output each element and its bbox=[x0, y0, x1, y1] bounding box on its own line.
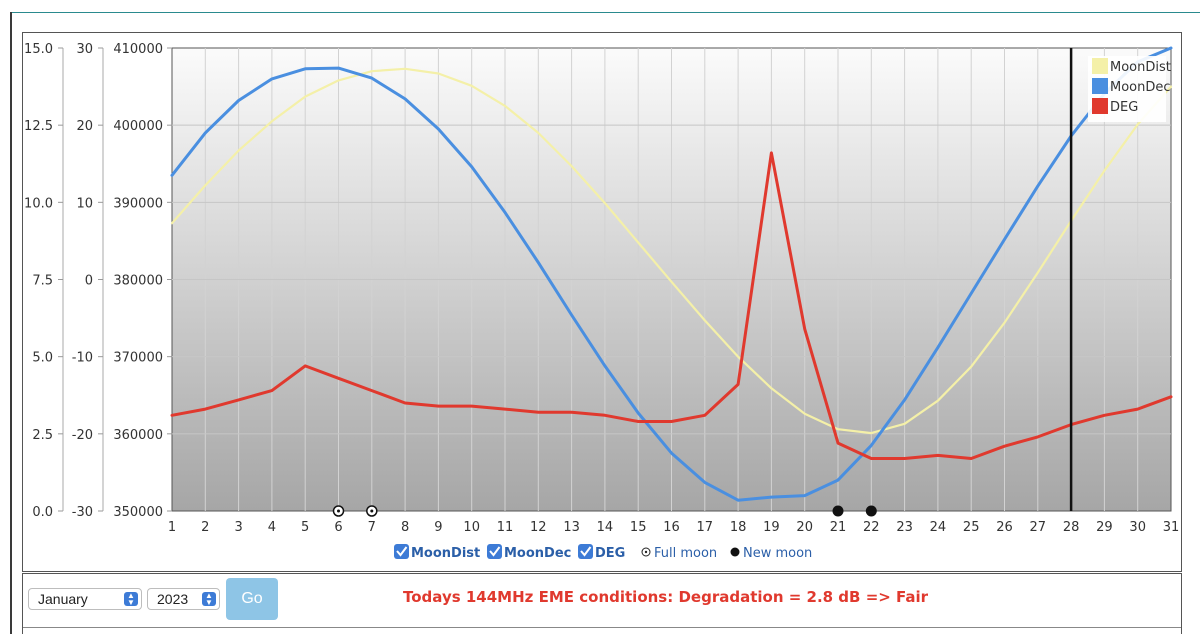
select-arrows-icon: ▲ ▼ bbox=[202, 592, 216, 607]
x-tick-label: 17 bbox=[697, 520, 714, 535]
y-tick-label-dist: 400000 bbox=[113, 119, 163, 134]
full-moon-icon-center bbox=[337, 509, 340, 513]
y-tick-label-dec: -30 bbox=[72, 505, 93, 520]
x-tick-label: 28 bbox=[1063, 520, 1080, 535]
new-moon-legend-label: New moon bbox=[743, 546, 812, 561]
x-tick-label: 29 bbox=[1096, 520, 1113, 535]
y-tick-label-dec: 20 bbox=[76, 119, 93, 134]
y-tick-label-dist: 350000 bbox=[113, 505, 163, 520]
month-select[interactable]: January ▲ ▼ bbox=[28, 588, 142, 610]
y-tick-label-deg: 12.5 bbox=[24, 119, 53, 134]
month-select-value: January bbox=[38, 591, 88, 607]
checkbox-legend: MoonDist MoonDec DEG Full moon New moon bbox=[394, 544, 812, 561]
new-moon-legend-icon bbox=[730, 547, 740, 557]
x-tick-label: 6 bbox=[334, 520, 342, 535]
y-tick-label-deg: 0.0 bbox=[32, 505, 53, 520]
y-tick-label-deg: 15.0 bbox=[24, 42, 53, 57]
checkbox-label-moondist: MoonDist bbox=[411, 546, 480, 561]
top-accent-line bbox=[10, 12, 1200, 13]
x-tick-label: 26 bbox=[996, 520, 1013, 535]
x-tick-label: 4 bbox=[268, 520, 276, 535]
year-select-value: 2023 bbox=[157, 591, 189, 607]
y-tick-label-dist: 410000 bbox=[113, 42, 163, 57]
y-tick-label-dist: 360000 bbox=[113, 428, 163, 443]
legend-swatch-moondec bbox=[1092, 78, 1108, 94]
legend-label-moondec: MoonDec bbox=[1110, 80, 1171, 95]
x-tick-label: 23 bbox=[896, 520, 913, 535]
checkmark-icon bbox=[396, 546, 408, 557]
x-tick-label: 25 bbox=[963, 520, 980, 535]
x-tick-label: 31 bbox=[1163, 520, 1180, 535]
y-tick-label-deg: 2.5 bbox=[32, 428, 53, 443]
x-tick-label: 18 bbox=[730, 520, 747, 535]
x-tick-label: 11 bbox=[497, 520, 514, 535]
moon-chart: 1 2 3 4 5 6 7 8 9 10 11 12 13 14 15 16 17 18 19 20 21 22 23 24 2… bbox=[24, 42, 1179, 561]
x-tick-label: 15 bbox=[630, 520, 647, 535]
x-tick-label: 19 bbox=[763, 520, 780, 535]
y-tick-label-deg: 5.0 bbox=[32, 351, 53, 366]
series-line-deg bbox=[170, 151, 1173, 460]
y-tick-label-dec: -10 bbox=[72, 351, 93, 366]
x-tick-label: 1 bbox=[168, 520, 176, 535]
x-tick-label: 27 bbox=[1030, 520, 1047, 535]
x-tick-label: 9 bbox=[434, 520, 442, 535]
checkmark-icon bbox=[580, 546, 592, 557]
series-lines bbox=[170, 46, 1173, 502]
x-tick-label: 10 bbox=[463, 520, 480, 535]
x-tick-label: 24 bbox=[930, 520, 947, 535]
checkbox-deg bbox=[578, 544, 593, 559]
series-line-moondec bbox=[170, 46, 1173, 502]
legend-swatch-deg bbox=[1092, 98, 1108, 114]
x-tick-label: 16 bbox=[663, 520, 680, 535]
legend-swatch-moondist bbox=[1092, 58, 1108, 74]
go-button[interactable]: Go bbox=[226, 578, 278, 620]
chart-legend: MoonDist MoonDec DEG bbox=[1088, 56, 1171, 122]
full-moon-legend-icon-center bbox=[644, 550, 648, 554]
x-tick-label: 5 bbox=[301, 520, 309, 535]
new-moon-icon bbox=[865, 505, 877, 517]
legend-label-moondist: MoonDist bbox=[1110, 60, 1171, 75]
x-tick-label: 12 bbox=[530, 520, 547, 535]
series-line-moondist bbox=[170, 67, 1173, 435]
select-arrows-icon: ▲ ▼ bbox=[124, 592, 138, 607]
grid-lines bbox=[172, 48, 1171, 511]
x-tick-label: 7 bbox=[368, 520, 376, 535]
legend-label-deg: DEG bbox=[1110, 100, 1138, 115]
y-tick-label-dist: 390000 bbox=[113, 196, 163, 211]
x-tick-label: 13 bbox=[563, 520, 580, 535]
panel-divider bbox=[23, 627, 1181, 628]
full-moon-icon-center bbox=[370, 509, 374, 513]
y-tick-label-dec: -20 bbox=[72, 428, 93, 443]
y-tick-label-dec: 30 bbox=[76, 42, 93, 57]
checkbox-moondec bbox=[487, 544, 502, 559]
x-tick-label: 20 bbox=[796, 520, 813, 535]
year-select[interactable]: 2023 ▲ ▼ bbox=[147, 588, 220, 610]
moon-phase-markers bbox=[332, 505, 877, 517]
x-tick-label: 3 bbox=[234, 520, 242, 535]
checkbox-label-deg: DEG bbox=[595, 546, 625, 561]
x-tick-label: 22 bbox=[863, 520, 880, 535]
x-tick-label: 8 bbox=[401, 520, 409, 535]
page-left-border bbox=[10, 12, 12, 634]
y-tick-label-deg: 7.5 bbox=[32, 274, 53, 289]
checkbox-moondist bbox=[394, 544, 409, 559]
eme-status-text: Todays 144MHz EME conditions: Degradatio… bbox=[403, 588, 929, 606]
x-tick-label: 30 bbox=[1129, 520, 1146, 535]
new-moon-icon bbox=[832, 505, 844, 517]
y-tick-label-deg: 10.0 bbox=[24, 196, 53, 211]
x-tick-label: 21 bbox=[830, 520, 847, 535]
checkbox-label-moondec: MoonDec bbox=[504, 546, 571, 561]
y-tick-label-dist: 370000 bbox=[113, 351, 163, 366]
checkmark-icon bbox=[489, 546, 501, 557]
x-tick-label: 2 bbox=[201, 520, 209, 535]
axes: 1 2 3 4 5 6 7 8 9 10 11 12 13 14 15 16 17 18 19 20 21 22 23 24 2… bbox=[24, 42, 1179, 535]
full-moon-legend-label: Full moon bbox=[654, 546, 717, 561]
y-tick-label-dec: 10 bbox=[76, 196, 93, 211]
y-tick-label-dec: 0 bbox=[85, 274, 93, 289]
x-tick-label: 14 bbox=[597, 520, 614, 535]
y-tick-label-dist: 380000 bbox=[113, 274, 163, 289]
